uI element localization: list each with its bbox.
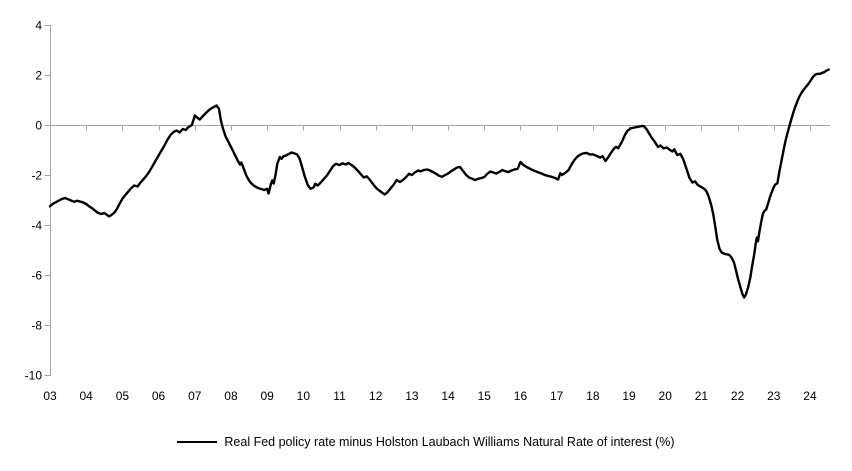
x-axis-label: 10 xyxy=(297,389,311,403)
x-axis-label: 19 xyxy=(622,389,636,403)
x-axis-label: 14 xyxy=(441,389,455,403)
x-axis-label: 16 xyxy=(514,389,528,403)
legend-label: Real Fed policy rate minus Holston Lauba… xyxy=(224,435,675,449)
x-axis-label: 20 xyxy=(659,389,673,403)
x-axis-label: 15 xyxy=(478,389,492,403)
x-axis-label: 06 xyxy=(152,389,166,403)
y-axis-label: 2 xyxy=(35,69,42,83)
x-axis-label: 23 xyxy=(767,389,781,403)
x-axis-label: 13 xyxy=(405,389,419,403)
y-axis-label: 0 xyxy=(35,119,42,133)
x-axis-label: 04 xyxy=(80,389,94,403)
x-axis-label: 12 xyxy=(369,389,383,403)
y-axis-label: -8 xyxy=(31,319,42,333)
chart-canvas: 03 04 05 06 07 08 09 10 11 12 13 14 15 16 17 18 19 20 21 22… xyxy=(25,19,830,403)
x-axis-label: 22 xyxy=(731,389,745,403)
series-line xyxy=(48,68,830,299)
x-axis-label: 09 xyxy=(260,389,274,403)
x-axis-label: 11 xyxy=(333,389,346,403)
x-axis-label: 24 xyxy=(803,389,817,403)
x-axis-label: 07 xyxy=(188,389,202,403)
x-axis-label: 21 xyxy=(695,389,709,403)
x-axis-label: 03 xyxy=(43,389,57,403)
y-axis-label: 4 xyxy=(35,19,42,33)
legend-line-swatch xyxy=(177,441,218,443)
x-axis-label: 08 xyxy=(224,389,238,403)
x-axis-label: 18 xyxy=(586,389,600,403)
legend: Real Fed policy rate minus Holston Lauba… xyxy=(0,435,852,449)
x-axis-label: 05 xyxy=(116,389,130,403)
y-axis-label: -6 xyxy=(31,269,42,283)
y-axis-label: -2 xyxy=(31,169,42,183)
x-axis-label: 17 xyxy=(550,389,564,403)
y-axis-label: -4 xyxy=(31,219,42,233)
y-axis-label: -10 xyxy=(25,369,43,383)
